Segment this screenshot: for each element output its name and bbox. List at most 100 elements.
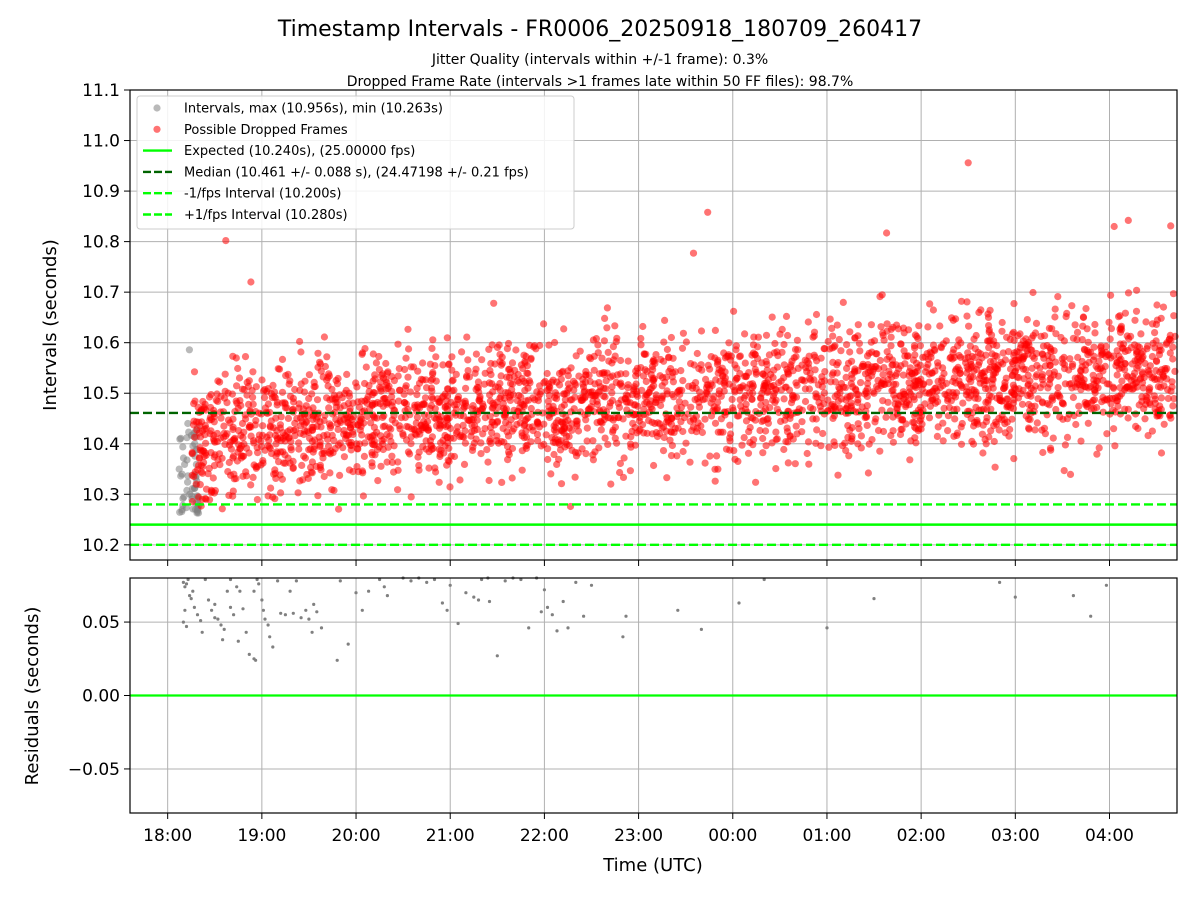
dropped-frame-point [1010, 455, 1018, 463]
dropped-frame-point [934, 423, 942, 431]
dropped-frame-point [1137, 330, 1145, 338]
dropped-frame-point [1063, 309, 1071, 317]
dropped-frame-point [834, 359, 842, 367]
dropped-frame-point [702, 375, 710, 383]
dropped-frame-point [346, 404, 354, 413]
dropped-frame-point [353, 445, 361, 453]
dropped-frame-point [1080, 345, 1088, 353]
dropped-frame-point [682, 439, 690, 447]
dropped-frame-point [315, 433, 323, 441]
dropped-frame-point [469, 402, 477, 410]
dropped-frame-point [349, 399, 357, 407]
dropped-frame-point [920, 380, 928, 388]
dropped-frame-point [829, 332, 837, 340]
dropped-frame-point [564, 372, 572, 380]
residual-point [189, 597, 193, 601]
dropped-frame-point [1169, 402, 1177, 410]
dropped-frame-point [854, 396, 862, 404]
dropped-frame-point [1159, 303, 1168, 311]
dropped-frame-point [1025, 400, 1033, 409]
dropped-frame-point [1151, 395, 1159, 403]
dropped-frame-point [719, 428, 727, 436]
dropped-frame-point [777, 417, 785, 425]
dropped-frame-point [1023, 347, 1031, 355]
residual-point [315, 610, 319, 614]
dropped-frame-point [477, 450, 485, 458]
dropped-frame-point [298, 461, 306, 469]
dropped-frame-point [361, 345, 369, 353]
dropped-frame-point [197, 468, 205, 476]
dropped-frame-point [665, 367, 673, 376]
dropped-frame-point [793, 430, 801, 438]
dropped-frame-point [376, 383, 384, 391]
dropped-frame-point [347, 438, 355, 446]
dropped-frame-point [540, 320, 548, 328]
dropped-frame-point [207, 415, 216, 424]
dropped-frame-point [241, 353, 250, 361]
residual-point [1071, 594, 1075, 598]
dropped-frame-point [1065, 380, 1074, 388]
dropped-frame-point [1135, 358, 1143, 366]
dropped-frame-point [1110, 222, 1118, 231]
dropped-frame-point [652, 399, 660, 407]
dropped-frame-point [1113, 371, 1121, 379]
dropped-frame-point [439, 361, 447, 369]
x-tick-label: 03:00 [991, 826, 1040, 846]
dropped-frame-point [972, 403, 980, 411]
dropped-frame-point [972, 331, 980, 340]
dropped-frame-point [975, 308, 983, 317]
dropped-frame-point [388, 393, 396, 401]
dropped-frame-point [831, 378, 839, 386]
dropped-frame-point [961, 355, 969, 363]
dropped-frame-point [330, 391, 338, 399]
dropped-frame-point [270, 388, 279, 396]
dropped-frame-point [696, 388, 704, 396]
dropped-frame-point [383, 379, 391, 387]
dropped-frame-point [749, 441, 757, 449]
dropped-frame-point [419, 443, 427, 451]
dropped-frame-point [910, 393, 918, 401]
dropped-frame-point [660, 357, 668, 365]
residual-point [503, 579, 507, 583]
dropped-frame-point [777, 377, 785, 385]
dropped-frame-point [194, 461, 203, 470]
dropped-frame-point [911, 368, 919, 376]
dropped-frame-point [1039, 371, 1047, 379]
residual-point [519, 577, 523, 582]
dropped-frame-point [842, 396, 850, 404]
dropped-frame-point [273, 448, 281, 456]
dropped-frame-point [759, 449, 767, 457]
dropped-frame-point [520, 422, 528, 430]
residual-point [294, 579, 298, 583]
dropped-frame-point [862, 412, 870, 420]
dropped-frame-point [917, 415, 925, 423]
interval-point [178, 508, 186, 516]
dropped-frame-point [1053, 391, 1061, 399]
dropped-frame-point [1099, 349, 1107, 357]
dropped-frame-point [905, 368, 914, 376]
dropped-frame-point [416, 430, 424, 438]
dropped-frame-point [663, 387, 671, 395]
dropped-frame-point [889, 427, 897, 435]
dropped-frame-point [915, 391, 924, 399]
dropped-frame-point [354, 421, 362, 429]
dropped-frame-point [260, 387, 268, 395]
dropped-frame-point [745, 428, 753, 436]
dropped-frame-point [1060, 337, 1068, 345]
dropped-frame-point [604, 348, 612, 356]
legend-box [136, 95, 575, 230]
legend: Intervals, max (10.956s), min (10.263s) P… [136, 95, 575, 230]
dropped-frame-point [253, 496, 261, 504]
dropped-frame-point [343, 370, 351, 378]
dropped-frame-point [457, 431, 465, 440]
residual-point [566, 626, 570, 630]
dropped-frame-point [308, 390, 316, 398]
dropped-frame-point [601, 434, 609, 442]
dropped-frame-point [1094, 365, 1102, 373]
dropped-frame-point [828, 324, 836, 332]
dropped-frame-point [928, 369, 936, 377]
dropped-frame-point [734, 457, 742, 465]
dropped-frame-point [996, 396, 1004, 404]
dropped-frame-point [978, 354, 986, 362]
dropped-frame-point [486, 412, 494, 420]
